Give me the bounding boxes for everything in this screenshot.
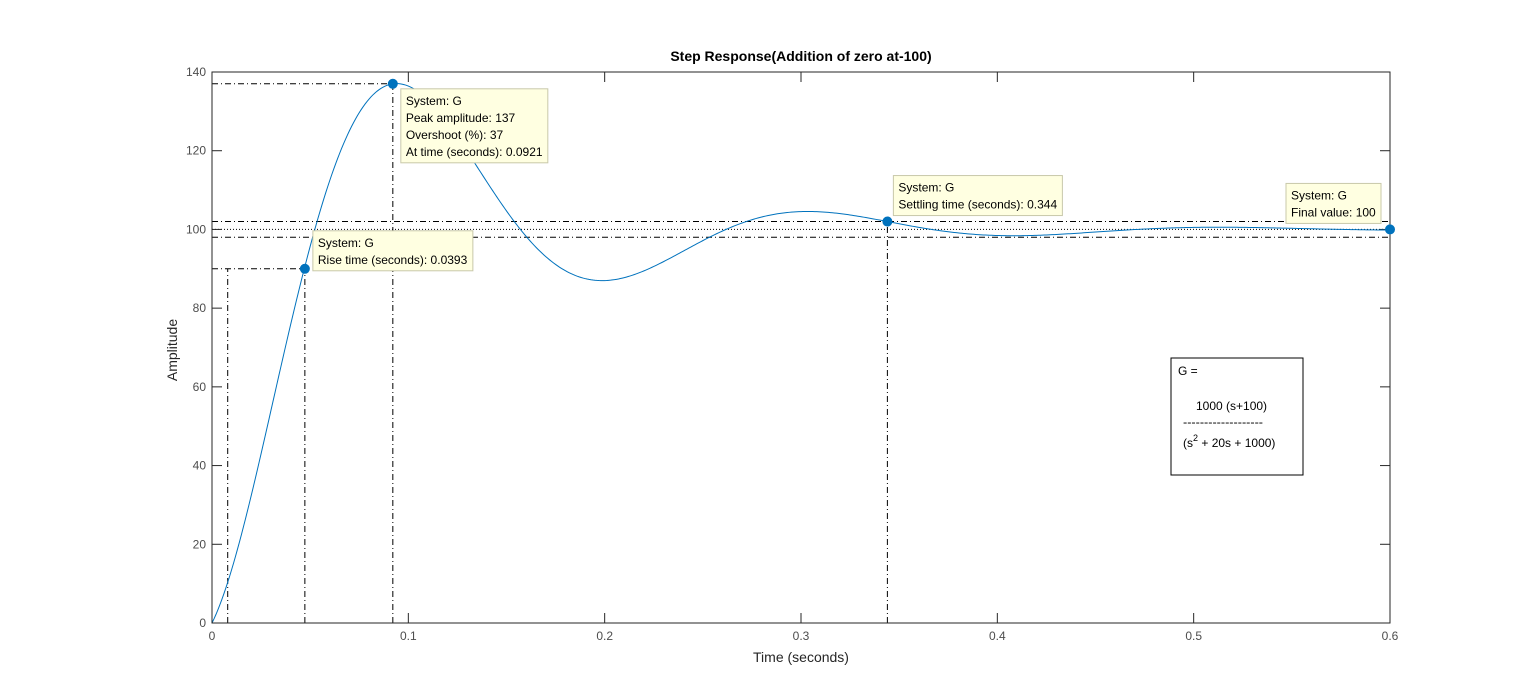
tick-labels: 0 0.1 0.2 0.3 0.4 0.5 0.6 0 20 40 60 80 100 120 140 — [186, 65, 1399, 643]
x-tick-label: 0 — [209, 629, 216, 643]
datatip-marker-rise — [299, 263, 310, 274]
step-response-line — [211, 83, 1391, 624]
datatip-box — [312, 230, 474, 272]
datatip-line: System: G — [406, 94, 462, 108]
denominator-exponent: 2 — [1193, 433, 1198, 443]
plot-area — [212, 72, 1390, 623]
y-tick-label: 40 — [193, 459, 207, 473]
datatip-line: Rise time (seconds): 0.0393 — [318, 253, 468, 267]
datatip-line: Overshoot (%): 37 — [406, 128, 504, 142]
datatips: System: G Peak amplitude: 137 Overshoot (%… — [312, 88, 1382, 272]
datatip-line: System: G — [1291, 188, 1347, 202]
x-tick-label: 0.6 — [1382, 629, 1399, 643]
datatip-final: System: G Final value: 100 — [1285, 182, 1382, 224]
y-tick-label: 120 — [186, 144, 206, 158]
denominator-suffix: + 20s + 1000) — [1198, 436, 1275, 450]
datatip-rise: System: G Rise time (seconds): 0.0393 — [312, 230, 474, 272]
annotation-label: G = — [1178, 364, 1198, 378]
annotation-divider: ------------------- — [1183, 415, 1263, 429]
axes-frame — [211, 71, 1391, 624]
y-tick-label: 60 — [193, 380, 207, 394]
chart-title: Step Response(Addition of zero at-100) — [670, 48, 931, 64]
y-axis-label: Amplitude — [164, 319, 180, 381]
datatip-line: Final value: 100 — [1291, 205, 1376, 219]
datatip-line: Settling time (seconds): 0.344 — [898, 198, 1057, 212]
datatip-box — [1285, 182, 1382, 224]
datatip-marker-final — [1385, 224, 1395, 235]
datatip-line: Peak amplitude: 137 — [406, 111, 516, 125]
datatip-line: System: G — [898, 181, 954, 195]
datatip-box — [400, 88, 549, 164]
denominator-prefix: (s — [1183, 436, 1193, 450]
datatip-line: System: G — [318, 236, 374, 250]
annotation-denominator: (s2 + 20s + 1000) — [1183, 433, 1275, 450]
x-tick-label: 0.5 — [1185, 629, 1202, 643]
x-tick-label: 0.3 — [793, 629, 810, 643]
y-tick-label: 100 — [186, 222, 206, 236]
y-tick-label: 20 — [193, 537, 207, 551]
datatip-settling: System: G Settling time (seconds): 0.344 — [892, 175, 1063, 217]
datatip-marker-peak — [387, 78, 398, 89]
x-tick-label: 0.4 — [989, 629, 1006, 643]
x-tick-label: 0.2 — [596, 629, 613, 643]
y-tick-label: 140 — [186, 65, 206, 79]
datatip-markers — [299, 78, 1395, 274]
x-tick-label: 0.1 — [400, 629, 417, 643]
transfer-function-annotation: G = 1000 (s+100) ------------------- (s2… — [1170, 357, 1304, 476]
datatip-marker-settling — [882, 216, 893, 227]
x-axis-label: Time (seconds) — [753, 649, 849, 665]
annotation-box — [1170, 357, 1304, 476]
datatip-box — [892, 175, 1063, 217]
datatip-peak: System: G Peak amplitude: 137 Overshoot (%… — [400, 88, 549, 164]
datatip-line: At time (seconds): 0.0921 — [406, 145, 543, 159]
annotation-numerator: 1000 (s+100) — [1196, 399, 1267, 413]
y-tick-label: 80 — [193, 301, 207, 315]
y-tick-label: 0 — [199, 616, 206, 630]
